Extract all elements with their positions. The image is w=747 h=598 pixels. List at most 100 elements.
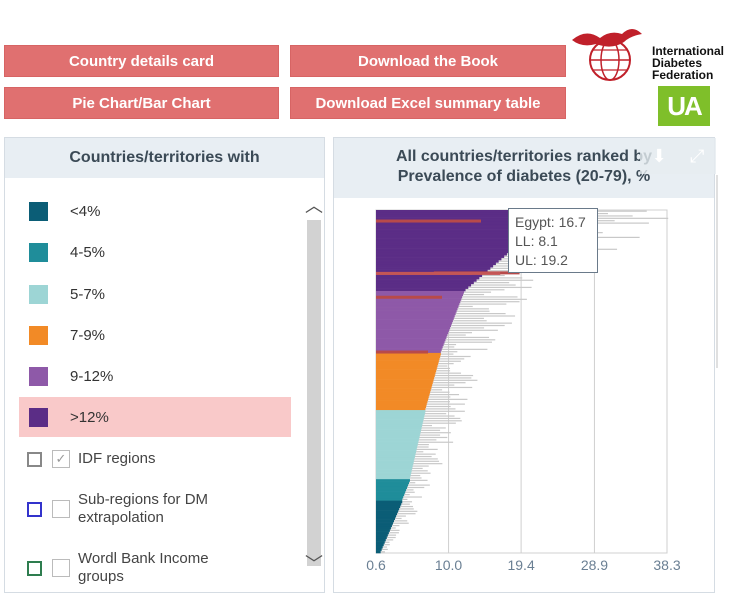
chevron-up-icon[interactable]: ︿ (305, 196, 323, 216)
bar (376, 376, 435, 380)
bar (376, 267, 491, 270)
error-bar (402, 467, 423, 470)
bar (376, 250, 510, 254)
error-bar (389, 496, 422, 498)
bar (376, 507, 400, 511)
bar (376, 431, 421, 435)
bar (376, 543, 384, 547)
legend-item-9-12[interactable]: 9-12% (19, 356, 291, 396)
bar (376, 460, 414, 463)
error-bar (426, 327, 485, 329)
legend-item-4-5[interactable]: 4-5% (19, 232, 291, 272)
bar (376, 388, 431, 392)
bar (376, 362, 439, 366)
error-bar (402, 441, 454, 443)
error-bar (379, 544, 390, 546)
bar (376, 379, 434, 382)
bar (376, 448, 417, 451)
bar (376, 255, 505, 258)
legend-item-5-7[interactable]: 5-7% (19, 274, 291, 314)
download-icon[interactable]: ⬇ (651, 145, 667, 166)
country-details-card-button[interactable]: Country details card (4, 45, 279, 77)
expand-icon[interactable]: ⤢ (689, 145, 705, 166)
bar (376, 512, 398, 516)
bar (376, 217, 549, 220)
grouping-color-icon (27, 451, 42, 467)
bar (376, 279, 477, 282)
grouping-color-icon (27, 501, 42, 517)
bar (376, 345, 443, 349)
pie-bar-chart-button[interactable]: Pie Chart/Bar Chart (4, 87, 279, 119)
error-bar (454, 267, 537, 269)
error-bar (396, 458, 438, 460)
bar (376, 445, 418, 449)
idf-wordmark: International Diabetes Federation (652, 44, 725, 82)
bar (376, 455, 415, 459)
chart-tooltip: Egypt: 16.7 LL: 8.1 UL: 19.2 (508, 208, 598, 273)
error-bar (414, 355, 471, 358)
bar (376, 238, 524, 242)
legend-item-lt4[interactable]: <4% (19, 191, 291, 231)
download-excel-button[interactable]: Download Excel summary table (290, 87, 566, 119)
legend-item-7-9[interactable]: 7-9% (19, 315, 291, 355)
bar (376, 317, 454, 320)
grouping-sub-regions[interactable]: Sub-regions for DM extrapolation (27, 491, 248, 527)
divider (716, 175, 718, 368)
error-bar (406, 374, 474, 377)
error-bar (392, 501, 413, 503)
error-bar (384, 520, 408, 522)
bar (376, 474, 411, 478)
error-bar (430, 332, 472, 334)
error-bar (427, 296, 518, 298)
bar (376, 331, 449, 335)
error-bar (413, 408, 456, 410)
error-bar (397, 463, 443, 465)
error-bar (407, 422, 456, 424)
bar (376, 381, 433, 385)
bar (376, 314, 455, 318)
error-bar (409, 396, 451, 398)
error-bar (397, 460, 440, 462)
bar (376, 290, 464, 294)
bar (376, 541, 385, 544)
grouping-income-groups[interactable]: Wordl Bank Income groups (27, 550, 248, 586)
legend-title: Countries/territories with (5, 138, 324, 178)
bar (376, 514, 397, 518)
error-bar (447, 279, 534, 281)
legend-item-gt12[interactable]: >12% (19, 397, 291, 437)
bar (376, 243, 518, 247)
download-book-button[interactable]: Download the Book (290, 45, 566, 77)
error-bar (435, 286, 532, 289)
error-bar (380, 536, 396, 539)
bar (376, 321, 452, 325)
error-bar (384, 532, 399, 534)
checkbox[interactable] (52, 500, 70, 518)
error-bar (424, 324, 505, 327)
bar (376, 429, 421, 432)
error-bar (388, 508, 414, 510)
bar (376, 276, 480, 280)
ua-badge: UA (658, 86, 710, 126)
bar (376, 260, 499, 263)
bar (376, 288, 466, 292)
error-bar (416, 382, 466, 384)
chart-panel: All countries/territories ranked by Prev… (333, 137, 715, 593)
error-bar (440, 301, 520, 303)
bar (376, 419, 424, 423)
bar (376, 400, 428, 404)
chevron-down-icon[interactable]: ﹀ (305, 554, 323, 574)
bar (376, 324, 452, 328)
error-bar (407, 410, 465, 412)
bar (376, 383, 433, 387)
bar (376, 405, 427, 409)
checkbox[interactable]: ✓ (52, 450, 70, 468)
legend-scrollbar[interactable]: ︿ ﹀ (305, 180, 323, 592)
grouping-idf-regions[interactable]: ✓ IDF regions (27, 450, 156, 468)
bar (376, 426, 422, 430)
checkbox[interactable] (52, 559, 70, 577)
error-bar (382, 539, 394, 541)
bar (376, 398, 429, 401)
bar (376, 550, 381, 554)
x-tick-label: 19.4 (507, 557, 534, 573)
scroll-thumb[interactable] (307, 220, 321, 566)
